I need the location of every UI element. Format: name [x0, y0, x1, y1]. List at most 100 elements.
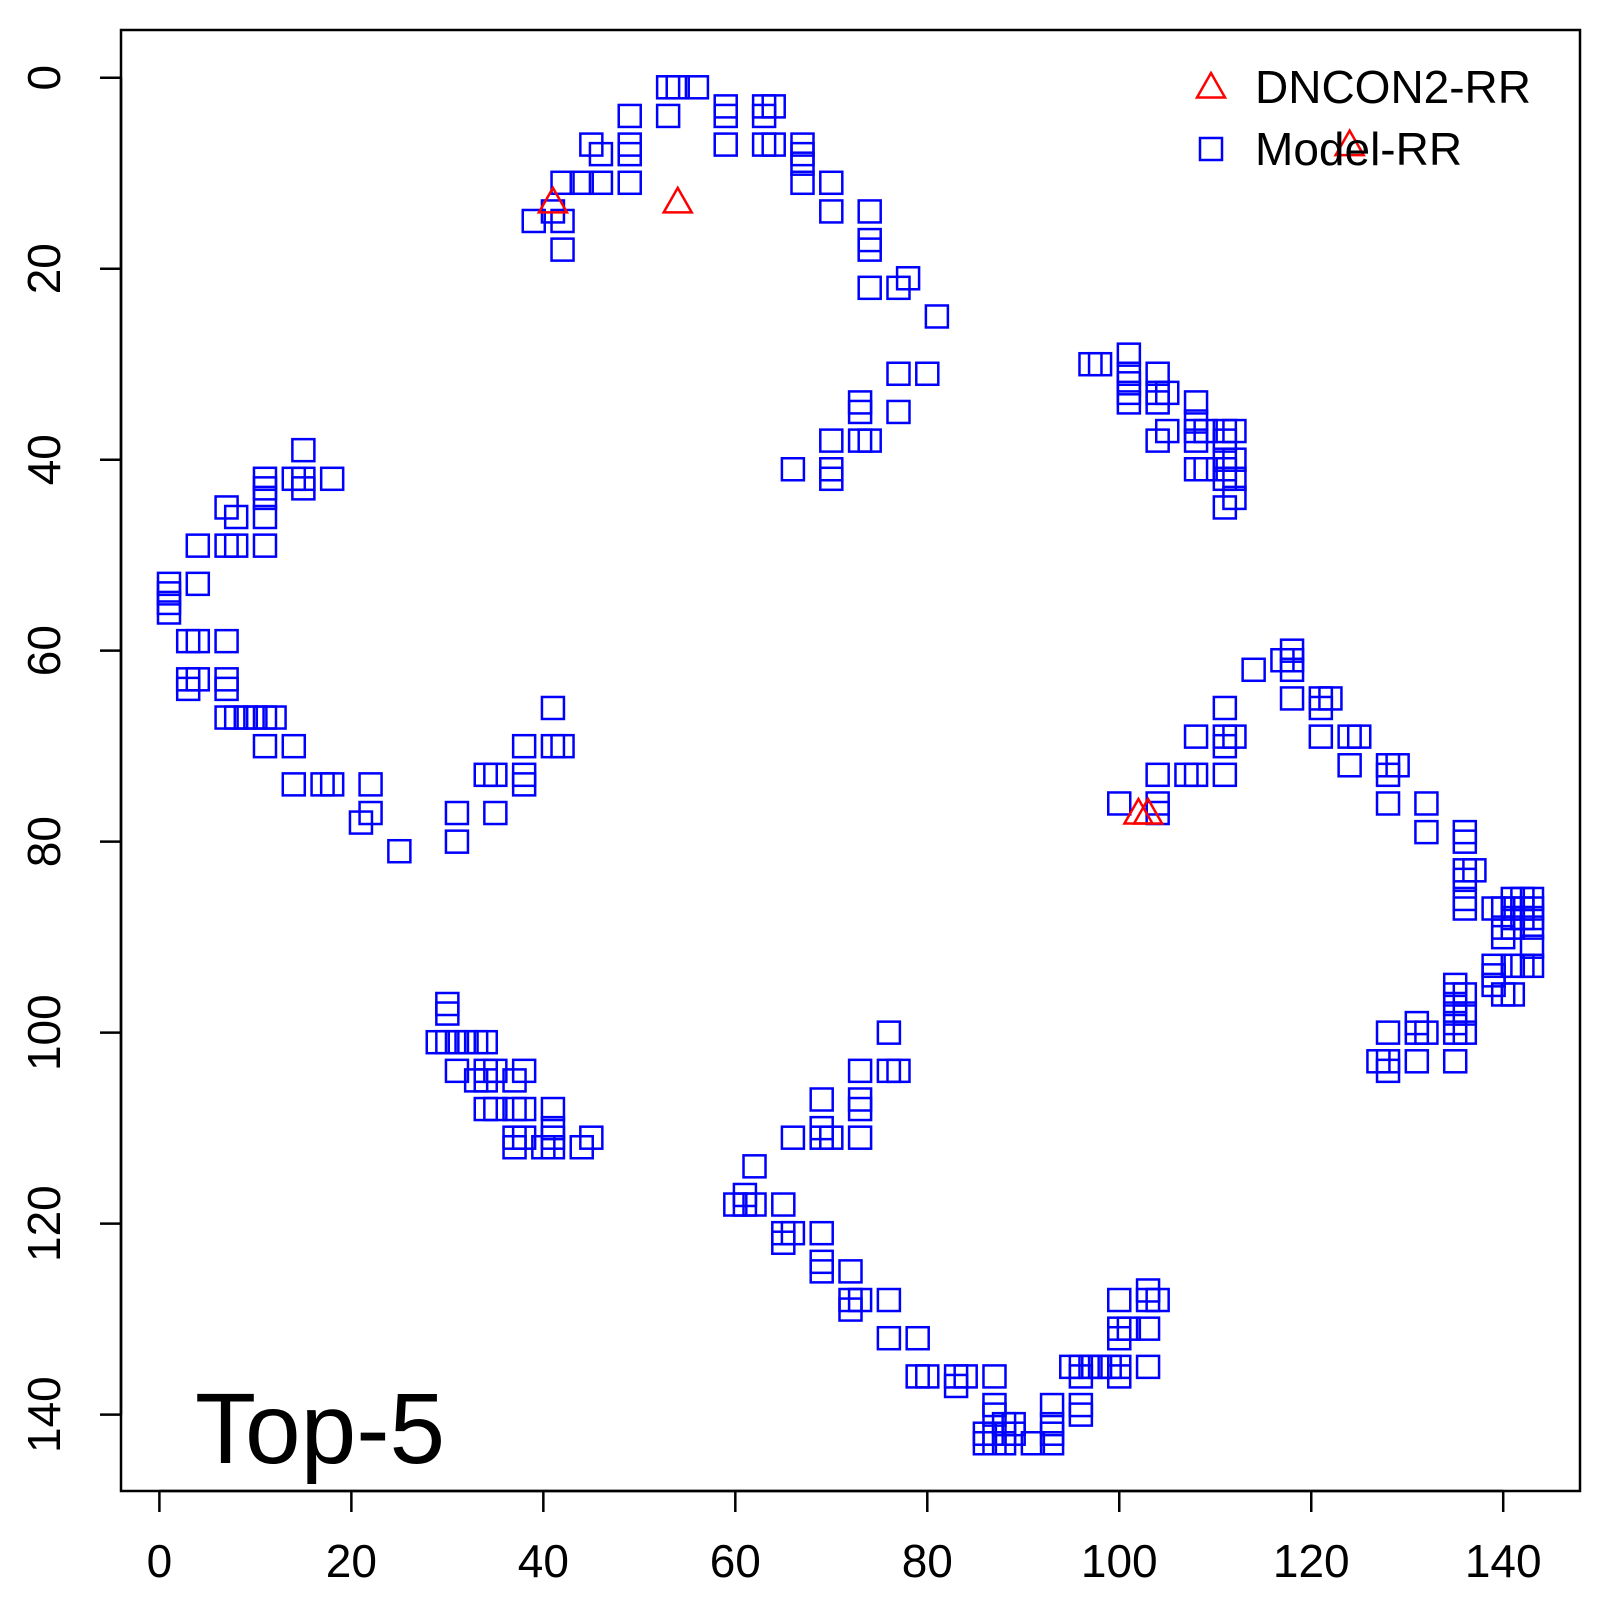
model-rr-point	[1279, 657, 1305, 683]
model-rr-point	[387, 838, 412, 864]
model-rr-point	[819, 170, 844, 196]
model-rr-point	[1145, 390, 1170, 415]
model-rr-point	[876, 1287, 902, 1313]
model-rr-point	[1375, 762, 1401, 788]
model-rr-point	[1116, 1316, 1142, 1341]
model-rr-point	[982, 1402, 1007, 1427]
model-rr-point	[809, 1220, 834, 1246]
model-rr-point	[185, 533, 211, 558]
model-rr-point	[214, 628, 239, 654]
model-rr-point	[185, 628, 211, 654]
model-rr-point	[809, 1259, 834, 1284]
model-rr-point	[819, 428, 844, 453]
model-rr-point	[156, 600, 182, 625]
model-rr-point	[771, 1230, 796, 1255]
model-rr-point	[550, 208, 575, 234]
model-rr-point	[444, 1058, 470, 1084]
model-rr-point	[511, 1058, 537, 1084]
model-rr-point	[291, 466, 316, 492]
model-rr-point	[1414, 819, 1439, 845]
x-tick-label: 20	[326, 1535, 377, 1587]
model-rr-point	[617, 132, 642, 157]
x-tick-label: 0	[147, 1535, 173, 1587]
model-rr-point	[1375, 1058, 1401, 1084]
model-rr-point	[809, 1125, 834, 1150]
model-rr-point	[1241, 657, 1266, 683]
model-rr-point	[1107, 1364, 1132, 1389]
model-rr-point	[953, 1364, 978, 1389]
model-rr-point	[982, 1364, 1007, 1389]
model-rr-point	[991, 1431, 1017, 1456]
model-rr-point	[905, 1364, 930, 1389]
model-rr-point	[876, 1058, 902, 1084]
model-rr-point	[1385, 753, 1410, 778]
model-rr-point	[713, 132, 738, 157]
model-rr-point	[1155, 380, 1180, 406]
panel-annotation: Top-5	[195, 1373, 445, 1485]
model-rr-point	[1308, 724, 1334, 749]
model-rr-point	[252, 485, 278, 511]
model-rr-point	[857, 428, 882, 453]
model-rr-point	[819, 466, 844, 492]
model-rr-point	[1404, 1049, 1430, 1074]
model-rr-point	[1279, 686, 1305, 711]
model-rr-point	[540, 1125, 566, 1150]
dncon2-rr-point	[1131, 796, 1165, 825]
model-rr-point	[1135, 1278, 1161, 1303]
model-rr-point	[291, 476, 316, 501]
model-rr-point	[319, 466, 345, 492]
model-rr-point	[819, 1125, 844, 1150]
model-rr-point	[511, 1125, 537, 1150]
model-rr-point	[1135, 1354, 1161, 1380]
model-rr-point	[1452, 867, 1478, 893]
model-rr-point	[1145, 1287, 1170, 1313]
model-rr-point	[1039, 1431, 1065, 1456]
model-rr-point	[252, 533, 278, 558]
model-rr-point	[1068, 1402, 1094, 1427]
model-rr-point	[1145, 762, 1170, 788]
model-rr-point	[1452, 1001, 1478, 1026]
y-tick-label: 60	[18, 625, 70, 676]
model-rr-point	[1346, 724, 1372, 749]
model-rr-point	[511, 1096, 537, 1122]
model-rr-point	[924, 304, 950, 329]
model-rr-point	[1519, 934, 1545, 959]
model-rr-point	[1212, 495, 1238, 520]
model-rr-point	[1222, 466, 1247, 492]
model-rr-point	[1145, 428, 1170, 453]
model-rr-point	[502, 1068, 527, 1093]
model-rr-point	[473, 1029, 498, 1055]
model-rr-point	[540, 695, 566, 721]
data-points	[156, 75, 1545, 1456]
model-rr-point	[1135, 1316, 1161, 1341]
model-rr-point	[214, 667, 239, 692]
model-rr-point	[483, 1096, 508, 1122]
model-rr-point	[540, 1134, 566, 1160]
model-rr-point	[511, 772, 537, 797]
model-rr-point	[857, 199, 882, 224]
model-rr-point	[857, 237, 882, 262]
model-rr-point	[847, 428, 873, 453]
y-tick-label: 100	[18, 994, 70, 1071]
model-rr-point	[1337, 724, 1362, 749]
model-rr-point	[1462, 858, 1487, 883]
model-rr-point	[857, 275, 882, 301]
model-rr-point	[751, 132, 777, 157]
model-rr-point	[1452, 896, 1478, 921]
model-rr-point	[473, 1096, 498, 1122]
legend: DNCON2-RR Model-RR	[1194, 61, 1531, 175]
model-rr-point	[1375, 1049, 1401, 1074]
model-rr-point	[579, 132, 604, 157]
model-rr-point	[1212, 695, 1238, 721]
model-rr-point	[262, 705, 287, 730]
model-rr-point	[771, 1192, 796, 1217]
model-rr-point	[847, 1087, 873, 1112]
model-rr-point	[1404, 1020, 1430, 1045]
y-tick-label: 20	[18, 243, 70, 294]
model-rr-point	[1212, 724, 1238, 749]
model-rr-point	[780, 1220, 806, 1246]
model-rr-point	[742, 1154, 767, 1179]
model-rr-point	[771, 1220, 796, 1246]
model-rr-point	[223, 533, 249, 558]
model-rr-point	[886, 1058, 911, 1084]
